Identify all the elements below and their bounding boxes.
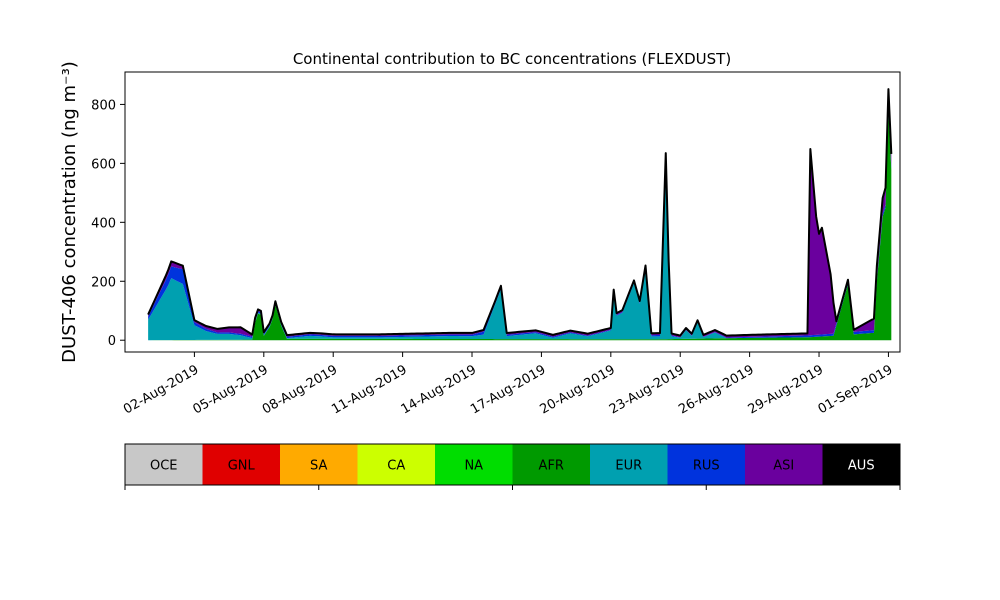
colorbar-segment-oce [125,444,203,485]
area-series-eur [148,110,892,341]
colorbar-segment-asi [745,444,823,485]
area-series-afr [148,110,892,341]
colorbar-label-aus: AUS [848,459,875,474]
x-tick-label: 20-Aug-2019 [537,362,617,417]
y-tick-label: 200 [91,275,116,290]
x-axis-ticks: 02-Aug-201905-Aug-201908-Aug-201911-Aug-… [121,352,895,418]
x-tick-label: 29-Aug-2019 [746,362,826,417]
total-concentration-line [147,88,893,337]
colorbar-label-asi: ASI [773,459,794,474]
y-axis-ticks: 0 200 400 600 800 [91,98,125,349]
x-tick-label: 02-Aug-2019 [121,362,201,417]
colorbar-label-afr: AFR [539,459,564,474]
total-line-group [147,88,893,337]
x-tick-label: 11-Aug-2019 [329,362,409,417]
area-series-aus [148,89,892,337]
colorbar-label-rus: RUS [693,459,720,474]
colorbar-segment-ca [357,444,436,485]
x-tick-label: 14-Aug-2019 [399,362,479,417]
plot-frame [124,71,901,353]
colorbar-segment-na [435,444,513,485]
colorbar-label-ca: CA [387,459,405,474]
colorbar-segment-eur [590,444,668,485]
colorbar-label-gnl: GNL [228,459,256,474]
colorbar-segment-gnl [202,444,281,485]
chart-title: Continental contribution to BC concentra… [293,50,731,68]
y-tick-label: 0 [108,334,116,349]
stacked-areas [148,89,892,341]
area-series-asi [148,89,892,338]
colorbar-segment-sa [280,444,358,485]
x-tick-label: 08-Aug-2019 [260,362,340,417]
colorbar-label-eur: EUR [615,459,642,474]
colorbar-legend: OCE GNL SA CA NA AFR EUR RUS ASI AUS [124,443,901,490]
x-tick-label: 23-Aug-2019 [607,362,687,417]
y-tick-label: 800 [91,98,116,113]
colorbar-label-na: NA [464,459,483,474]
area-series-rus [148,107,892,339]
x-tick-label: 17-Aug-2019 [468,362,548,417]
colorbar-segment-rus [667,444,746,485]
x-tick-label: 26-Aug-2019 [676,362,756,417]
y-axis-label: DUST-406 concentration (ng m⁻³) [59,61,80,363]
y-tick-label: 400 [91,216,116,231]
colorbar-label-oce: OCE [150,459,178,474]
x-tick-label: 01-Sep-2019 [816,362,896,417]
y-tick-label: 600 [91,157,116,172]
colorbar-segment-aus [822,444,901,485]
colorbar-segment-afr [512,444,591,485]
colorbar-label-sa: SA [310,459,327,474]
x-tick-label: 05-Aug-2019 [190,362,270,417]
